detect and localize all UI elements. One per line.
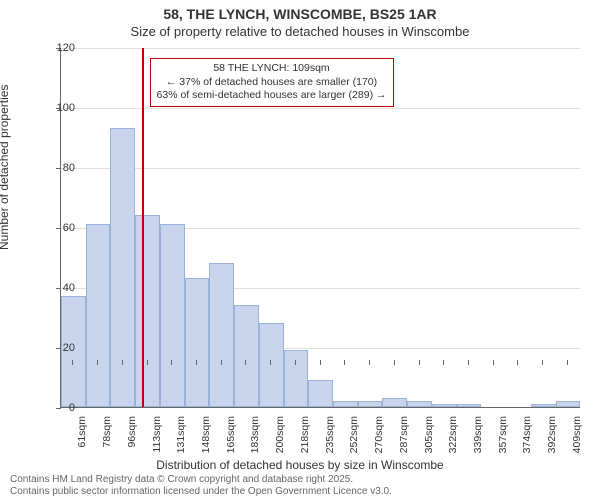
x-tick-label: 270sqm (373, 416, 385, 453)
property-callout: 58 THE LYNCH: 109sqm← 37% of detached ho… (150, 58, 394, 107)
y-tick-mark (56, 408, 61, 409)
y-axis-label: Number of detached properties (0, 85, 11, 250)
x-tick-mark (443, 360, 444, 365)
x-tick-label: 113sqm (151, 416, 163, 453)
y-tick-mark (56, 288, 61, 289)
x-tick-label: 78sqm (101, 416, 113, 448)
histogram-bar (358, 401, 383, 407)
histogram-bar (432, 404, 457, 407)
x-tick-mark (147, 360, 148, 365)
x-tick-label: 200sqm (274, 416, 286, 453)
footer-line: Contains public sector information licen… (10, 486, 392, 498)
histogram-bar (234, 305, 259, 407)
x-tick-label: 252sqm (348, 416, 360, 453)
x-tick-label: 322sqm (447, 416, 459, 453)
histogram-bar (457, 404, 482, 407)
chart-subtitle: Size of property relative to detached ho… (0, 24, 600, 39)
x-axis-label: Distribution of detached houses by size … (0, 458, 600, 472)
histogram-bar (209, 263, 234, 407)
footer-line: Contains HM Land Registry data © Crown c… (10, 474, 392, 486)
histogram-bar (382, 398, 407, 407)
x-tick-mark (493, 360, 494, 365)
histogram-bar (407, 401, 432, 407)
x-tick-label: 339sqm (472, 416, 484, 453)
x-tick-label: 165sqm (225, 416, 237, 453)
x-tick-mark (542, 360, 543, 365)
histogram-bar (333, 401, 358, 407)
x-tick-label: 96sqm (126, 416, 138, 448)
x-tick-mark (468, 360, 469, 365)
chart-title: 58, THE LYNCH, WINSCOMBE, BS25 1AR (0, 6, 600, 22)
x-tick-label: 392sqm (546, 416, 558, 453)
x-tick-mark (72, 360, 73, 365)
x-tick-label: 235sqm (324, 416, 336, 453)
x-tick-label: 305sqm (423, 416, 435, 453)
histogram-bar (556, 401, 581, 407)
gridline (61, 48, 580, 49)
x-tick-mark (320, 360, 321, 365)
gridline (61, 168, 580, 169)
y-tick-mark (56, 168, 61, 169)
gridline (61, 108, 580, 109)
x-tick-mark (221, 360, 222, 365)
y-tick-label: 40 (63, 282, 75, 294)
callout-line: 63% of semi-detached houses are larger (… (157, 89, 387, 103)
x-tick-mark (567, 360, 568, 365)
y-tick-label: 120 (57, 42, 75, 54)
x-tick-mark (122, 360, 123, 365)
x-tick-label: 218sqm (299, 416, 311, 453)
x-tick-label: 287sqm (398, 416, 410, 453)
y-tick-label: 80 (63, 162, 75, 174)
x-tick-mark (171, 360, 172, 365)
x-tick-label: 357sqm (497, 416, 509, 453)
y-tick-label: 60 (63, 222, 75, 234)
histogram-bar (110, 128, 135, 407)
x-tick-mark (394, 360, 395, 365)
x-tick-mark (270, 360, 271, 365)
x-tick-label: 61sqm (76, 416, 88, 448)
histogram-bar (185, 278, 210, 407)
histogram-bar (308, 380, 333, 407)
x-tick-label: 148sqm (200, 416, 212, 453)
y-tick-mark (56, 228, 61, 229)
x-tick-label: 409sqm (571, 416, 583, 453)
x-tick-label: 183sqm (249, 416, 261, 453)
histogram-bar (259, 323, 284, 407)
x-tick-mark (245, 360, 246, 365)
histogram-bar (531, 404, 556, 407)
x-tick-mark (196, 360, 197, 365)
x-tick-mark (517, 360, 518, 365)
x-tick-label: 374sqm (521, 416, 533, 453)
x-tick-mark (97, 360, 98, 365)
y-tick-label: 20 (63, 342, 75, 354)
callout-line: ← 37% of detached houses are smaller (17… (157, 76, 387, 90)
y-tick-label: 0 (69, 402, 75, 414)
histogram-bar (86, 224, 111, 407)
x-tick-mark (295, 360, 296, 365)
y-tick-label: 100 (57, 102, 75, 114)
x-tick-label: 131sqm (175, 416, 187, 453)
histogram-bar (135, 215, 160, 407)
x-tick-mark (344, 360, 345, 365)
histogram-bar (284, 350, 309, 407)
attribution-footer: Contains HM Land Registry data © Crown c… (10, 474, 392, 498)
callout-line: 58 THE LYNCH: 109sqm (157, 62, 387, 76)
histogram-bar (160, 224, 185, 407)
x-tick-mark (369, 360, 370, 365)
x-tick-mark (419, 360, 420, 365)
plot-area: 58 THE LYNCH: 109sqm← 37% of detached ho… (60, 48, 580, 408)
histogram-chart: 58, THE LYNCH, WINSCOMBE, BS25 1AR Size … (0, 0, 600, 500)
property-marker-line (142, 48, 144, 407)
